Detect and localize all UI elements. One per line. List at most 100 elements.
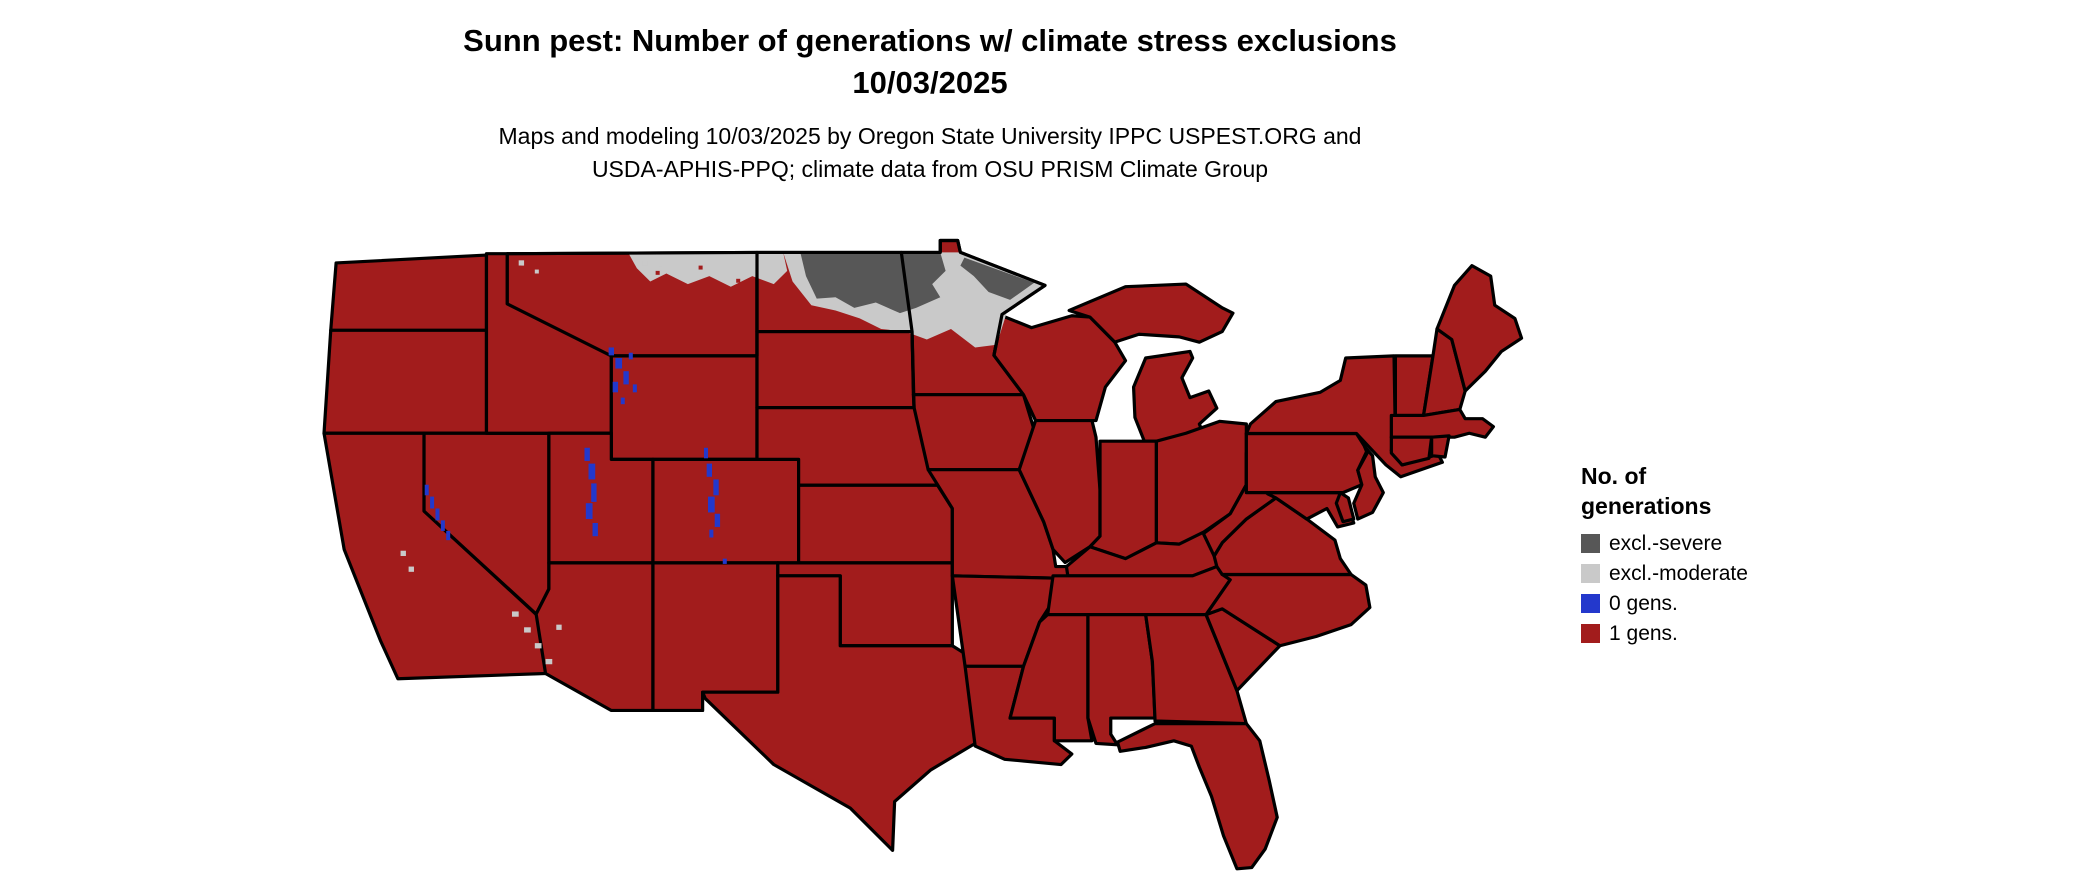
patch bbox=[707, 496, 715, 513]
legend-swatch-excl-severe bbox=[1581, 533, 1600, 553]
map-legend: No. of generations excl.-severe excl.-mo… bbox=[1581, 462, 1748, 652]
state-pennsylvania bbox=[1244, 431, 1369, 495]
state-alabama bbox=[1086, 613, 1157, 747]
patch bbox=[430, 496, 435, 509]
legend-item-1-gens: 1 gens. bbox=[1581, 622, 1748, 645]
patch bbox=[628, 352, 633, 360]
state-connecticut bbox=[1389, 435, 1434, 467]
map-layer-excl-severe bbox=[800, 252, 1035, 314]
patch bbox=[722, 272, 729, 277]
us-map bbox=[320, 226, 1535, 886]
patch bbox=[608, 347, 615, 356]
state-new-mexico bbox=[651, 561, 780, 713]
state-michigan-lower-peninsula bbox=[1131, 349, 1219, 443]
state-indiana bbox=[1088, 439, 1159, 561]
state-wyoming bbox=[609, 354, 759, 461]
state-rhode-island bbox=[1430, 434, 1451, 459]
patch bbox=[518, 260, 525, 266]
patch bbox=[674, 259, 680, 263]
us-map-svg bbox=[322, 238, 1524, 871]
legend-title-line2: generations bbox=[1581, 492, 1712, 519]
legend-label-0-gens: 0 gens. bbox=[1609, 591, 1678, 615]
patch bbox=[690, 269, 695, 274]
patch bbox=[623, 371, 629, 385]
state-florida bbox=[1115, 722, 1279, 871]
state-wisconsin bbox=[992, 314, 1128, 423]
legend-label-excl-severe: excl.-severe bbox=[1609, 531, 1723, 555]
map-layer-zero-generations bbox=[424, 347, 727, 564]
legend-label-1-gens: 1 gens. bbox=[1609, 622, 1678, 646]
state-texas bbox=[701, 574, 977, 852]
patch bbox=[435, 508, 440, 521]
map-layer-border-redraw bbox=[507, 238, 1047, 408]
legend-swatch-1-gens bbox=[1581, 624, 1600, 644]
border-minnesota bbox=[901, 238, 1047, 356]
legend-item-0-gens: 0 gens. bbox=[1581, 592, 1748, 615]
state-north-carolina bbox=[1204, 572, 1372, 648]
patch bbox=[703, 447, 708, 459]
state-kansas bbox=[797, 483, 954, 565]
patch bbox=[612, 381, 619, 393]
state-washington bbox=[329, 253, 489, 332]
patch bbox=[655, 270, 660, 275]
patch bbox=[698, 265, 703, 270]
state-michigan-upper-peninsula bbox=[1067, 282, 1235, 344]
map-subtitle-line2: USDA-APHIS-PPQ; climate data from OSU PR… bbox=[591, 156, 1269, 183]
patch bbox=[722, 558, 727, 564]
patch bbox=[797, 294, 802, 299]
patch bbox=[534, 643, 542, 649]
patch bbox=[591, 483, 597, 502]
legend-label-excl-moderate: excl.-moderate bbox=[1609, 561, 1748, 585]
patch bbox=[599, 474, 603, 480]
patch bbox=[592, 523, 598, 537]
patch bbox=[620, 397, 625, 405]
map-header: Sunn pest: Number of generations w/ clim… bbox=[0, 20, 1860, 186]
patch bbox=[556, 624, 562, 630]
legend-item-excl-severe: excl.-severe bbox=[1581, 532, 1748, 555]
patch bbox=[658, 266, 663, 271]
patch bbox=[424, 484, 429, 496]
patch bbox=[511, 611, 519, 617]
patch bbox=[713, 479, 719, 496]
map-subtitle-line1: Maps and modeling 10/03/2025 by Oregon S… bbox=[498, 122, 1362, 149]
patch bbox=[545, 658, 553, 665]
excl-severe-north-dakota bbox=[800, 252, 946, 314]
patch bbox=[524, 627, 531, 633]
patch bbox=[736, 278, 741, 283]
legend-swatch-excl-moderate bbox=[1581, 563, 1600, 583]
legend-title-line1: No. of bbox=[1581, 463, 1647, 489]
patch bbox=[588, 463, 596, 480]
patch bbox=[584, 447, 590, 461]
legend-swatch-0-gens bbox=[1581, 594, 1600, 614]
patch bbox=[408, 566, 414, 572]
patch bbox=[615, 358, 623, 369]
patch bbox=[440, 520, 445, 531]
excl-moderate-montana-fringe bbox=[628, 252, 788, 287]
state-colorado bbox=[651, 457, 801, 565]
patch bbox=[706, 463, 713, 477]
patch bbox=[714, 513, 721, 527]
state-new-jersey bbox=[1352, 444, 1385, 521]
patch bbox=[534, 269, 539, 274]
border-north-dakota bbox=[755, 250, 916, 408]
patch bbox=[446, 530, 451, 541]
map-layer-states bbox=[322, 238, 1524, 871]
patch bbox=[632, 384, 637, 393]
patch bbox=[400, 550, 406, 556]
state-iowa bbox=[911, 393, 1038, 472]
state-delaware bbox=[1334, 491, 1356, 524]
map-layer-red-speckles bbox=[517, 265, 802, 480]
excl-severe-minnesota-arrowhead bbox=[960, 257, 1035, 300]
patch bbox=[585, 503, 593, 520]
state-south-dakota bbox=[755, 330, 916, 410]
patch bbox=[517, 265, 522, 270]
map-subtitle: Maps and modeling 10/03/2025 by Oregon S… bbox=[0, 120, 1860, 187]
state-arizona bbox=[534, 561, 655, 713]
map-title-line1: Sunn pest: Number of generations w/ clim… bbox=[463, 23, 1397, 58]
patch bbox=[642, 260, 648, 266]
state-oregon bbox=[322, 328, 489, 435]
border-montana-top bbox=[507, 250, 758, 256]
state-maine bbox=[1435, 264, 1524, 393]
legend-item-excl-moderate: excl.-moderate bbox=[1581, 562, 1748, 585]
